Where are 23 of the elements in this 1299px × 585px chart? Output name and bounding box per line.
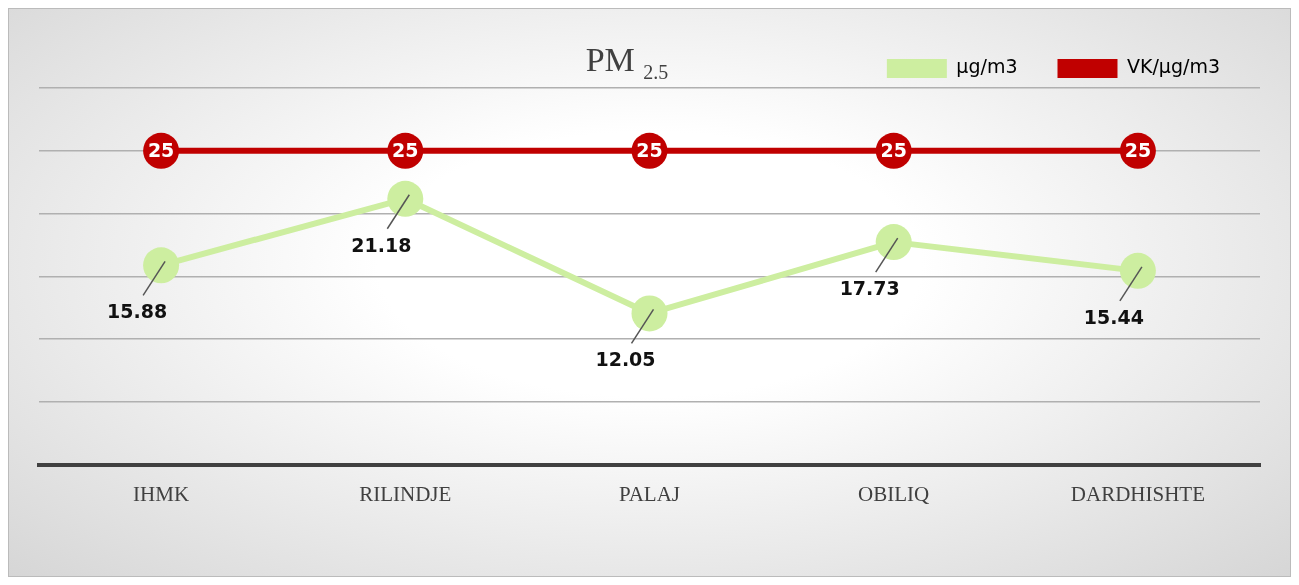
data-label: 12.05	[595, 348, 656, 371]
point	[631, 295, 668, 332]
data-label: 21.18	[351, 233, 412, 256]
point	[875, 224, 912, 261]
data-label: 25	[147, 138, 175, 161]
point	[1119, 252, 1156, 289]
legend-label: µg/m3	[956, 55, 1018, 78]
x-tick-label: RILINDJE	[359, 481, 452, 506]
data-label: 25	[392, 138, 419, 161]
data-label: 25	[880, 138, 907, 161]
x-tick-label: OBILIQ	[858, 481, 930, 506]
x-tick-label: IHMK	[133, 481, 190, 506]
chart-title: PM 2.5	[585, 41, 669, 83]
data-label: 25	[1124, 138, 1152, 161]
point	[143, 247, 180, 284]
data-label: 17.73	[839, 277, 900, 300]
data-label: 15.88	[107, 300, 168, 323]
data-label: 25	[636, 138, 663, 161]
legend-label: VK/µg/m3	[1126, 55, 1221, 78]
data-label: 15.44	[1083, 305, 1144, 328]
point	[387, 180, 424, 217]
x-tick-label: PALAJ	[618, 481, 681, 506]
x-tick-label: DARDHISHTE	[1070, 481, 1205, 506]
